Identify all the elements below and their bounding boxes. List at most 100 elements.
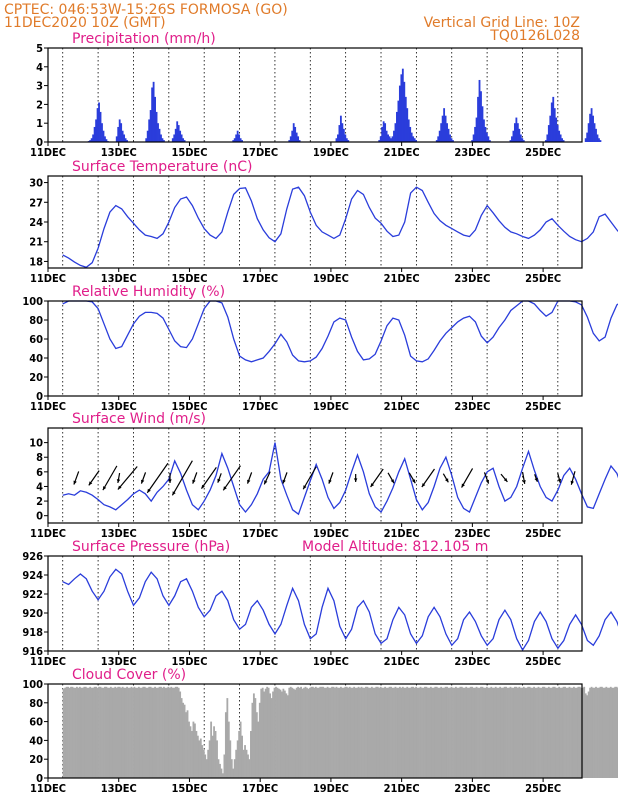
data-bar — [81, 687, 84, 778]
data-bar — [77, 687, 80, 778]
x-tick-label: 23DEC — [454, 400, 490, 413]
data-bar — [106, 687, 109, 778]
data-bar — [177, 125, 180, 142]
data-bar — [99, 111, 102, 142]
data-bar — [177, 687, 180, 778]
data-bar — [89, 140, 92, 142]
data-bar — [132, 687, 134, 778]
data-bar — [266, 686, 269, 778]
data-bar — [539, 687, 541, 778]
data-bar — [64, 687, 67, 778]
data-bar — [398, 686, 401, 778]
data-bar — [475, 117, 478, 142]
data-bar — [584, 693, 587, 778]
data-bar — [137, 686, 140, 778]
data-bar — [530, 687, 533, 778]
data-bar — [571, 687, 574, 778]
data-bar — [379, 136, 382, 142]
data-bar — [158, 686, 161, 778]
data-bar — [201, 745, 204, 778]
data-bar — [152, 687, 155, 778]
data-bar — [269, 693, 272, 778]
data-bar — [174, 128, 177, 142]
data-bar — [466, 687, 469, 778]
data-bar — [354, 687, 357, 778]
data-bar — [378, 687, 381, 778]
data-bar — [401, 68, 404, 142]
data-bar — [121, 686, 124, 778]
data-bar — [286, 695, 289, 778]
data-bar — [331, 686, 333, 778]
data-bar — [204, 754, 207, 778]
data-bar — [496, 687, 499, 778]
data-bar — [572, 686, 575, 778]
data-bar — [183, 704, 186, 778]
data-bar — [171, 138, 174, 142]
data-bar — [154, 96, 156, 142]
data-bar — [258, 702, 261, 778]
data-bar — [396, 111, 398, 142]
data-bar — [544, 140, 547, 142]
data-bar — [323, 687, 326, 778]
data-bar — [247, 754, 249, 778]
data-bar — [450, 686, 453, 778]
data-bar — [393, 687, 395, 778]
data-bar — [440, 123, 443, 142]
data-bar — [224, 712, 227, 778]
data-bar — [519, 687, 522, 778]
wind-arrow — [200, 467, 217, 489]
data-bar — [297, 136, 300, 142]
data-bar — [407, 687, 410, 778]
x-tick-label: 17DEC — [242, 655, 278, 668]
data-bar — [275, 686, 277, 778]
data-bar — [410, 686, 413, 778]
data-bar — [320, 686, 323, 778]
data-bar — [570, 687, 572, 778]
data-bar — [485, 686, 488, 778]
data-bar — [73, 687, 75, 778]
data-bar — [471, 686, 474, 778]
data-bar — [432, 687, 435, 778]
data-bar — [453, 687, 456, 778]
data-bar — [552, 96, 555, 142]
data-bar — [189, 726, 192, 778]
data-bar — [124, 687, 127, 778]
data-bar — [437, 687, 440, 778]
data-bar — [92, 134, 95, 142]
data-bar — [428, 687, 431, 778]
data-bar — [260, 688, 263, 778]
data-bar — [307, 688, 310, 778]
data-bar — [161, 687, 164, 778]
data-bar — [509, 686, 512, 778]
data-bar — [550, 102, 553, 142]
y-tick-label: 60 — [29, 716, 43, 729]
data-bar — [518, 686, 521, 778]
x-tick-label: 25DEC — [525, 272, 561, 285]
wind-arrow — [370, 468, 384, 488]
x-tick-label: 23DEC — [454, 272, 490, 285]
data-bar — [543, 686, 546, 778]
data-bar — [552, 686, 555, 778]
data-bar — [341, 687, 344, 778]
data-bar — [232, 768, 235, 778]
data-bar — [511, 687, 513, 778]
data-bar — [303, 687, 305, 778]
data-bar — [217, 759, 220, 778]
data-bar — [143, 686, 146, 778]
data-bar — [291, 687, 294, 778]
data-bar — [328, 687, 331, 778]
data-bar — [254, 698, 257, 778]
data-bar — [338, 687, 341, 778]
data-bar — [76, 686, 78, 778]
data-bar — [385, 130, 388, 142]
data-bar — [193, 723, 196, 778]
data-bar — [250, 731, 252, 778]
data-bar — [84, 686, 87, 778]
data-bar — [426, 687, 429, 778]
data-bar — [71, 686, 74, 778]
data-bar — [226, 698, 229, 778]
data-bar — [396, 687, 398, 778]
data-bar — [567, 687, 569, 778]
data-bar — [245, 749, 248, 778]
wind-arrow — [102, 465, 118, 491]
